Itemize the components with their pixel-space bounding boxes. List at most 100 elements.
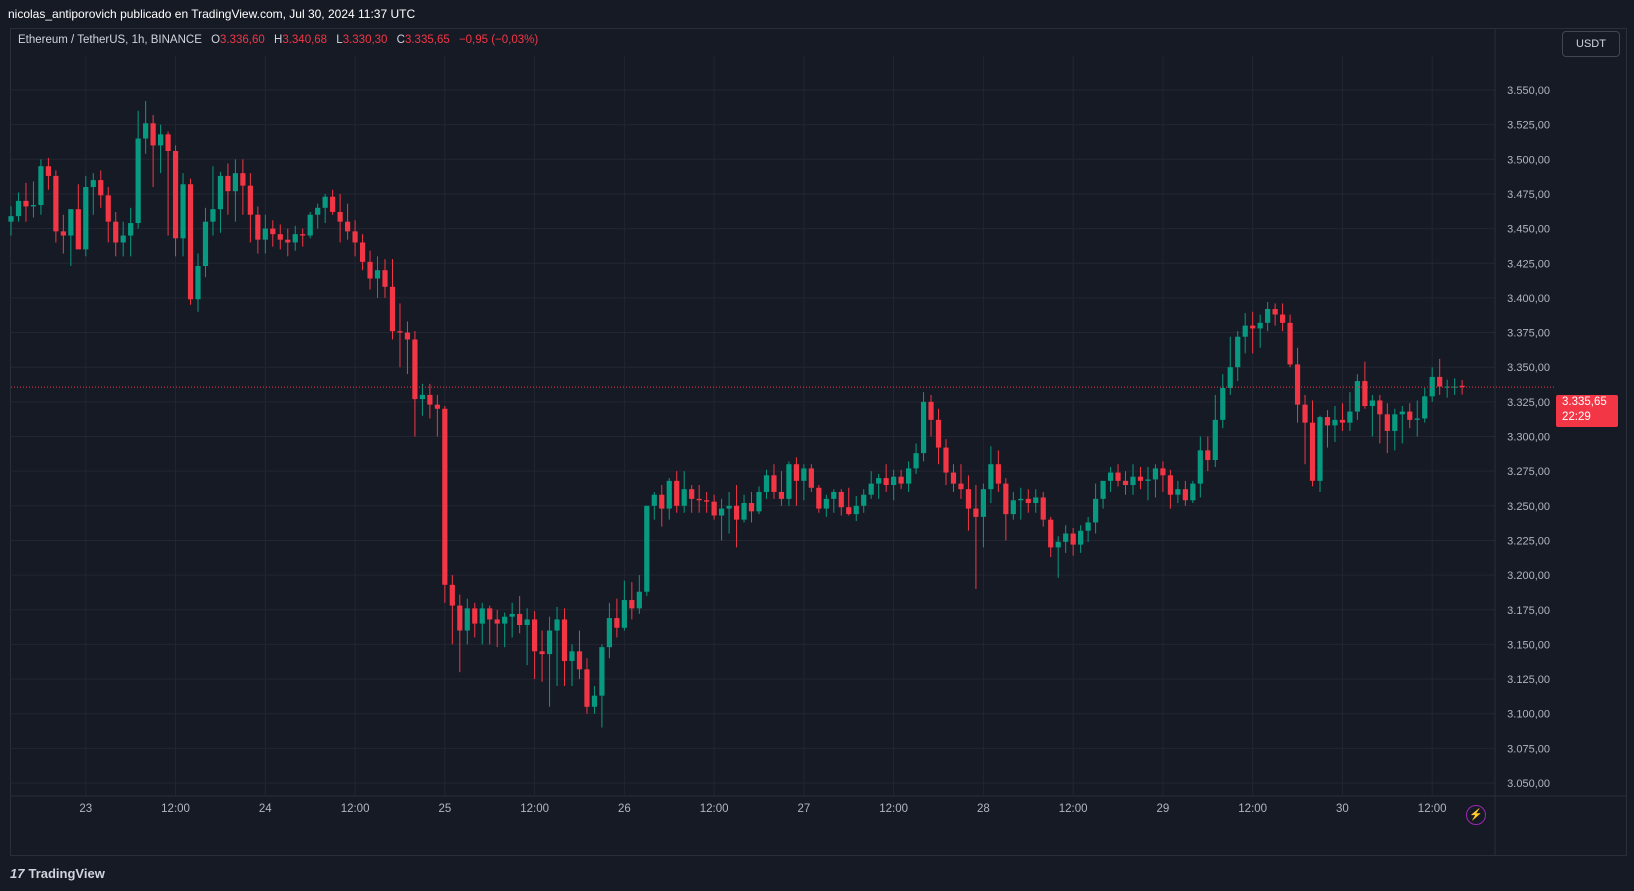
footer: 17 TradingView [0, 858, 1634, 891]
candle-body [1309, 422, 1316, 481]
y-tick-label: 3.225,00 [1507, 535, 1550, 547]
candle-body [965, 489, 972, 509]
candle [853, 496, 859, 522]
candle-body [1205, 450, 1211, 461]
candle-body [389, 286, 396, 332]
candle [180, 173, 186, 257]
high-label: H [274, 34, 283, 46]
candle [614, 598, 620, 638]
tradingview-logo[interactable]: 17 TradingView [10, 866, 105, 881]
candle-body [232, 173, 238, 192]
candle [778, 471, 785, 506]
candle [1100, 480, 1106, 509]
candle [823, 494, 829, 517]
candle [1018, 487, 1024, 520]
candle [1272, 303, 1278, 326]
candle-body [345, 221, 351, 232]
candle-body [352, 231, 358, 243]
candle [53, 170, 59, 243]
candle [8, 206, 14, 236]
candle-body [315, 207, 321, 215]
x-tick-label: 24 [259, 803, 272, 815]
currency-button[interactable]: USDT [1562, 31, 1620, 57]
candle [1444, 379, 1450, 398]
candle-body [801, 468, 807, 481]
candle [262, 214, 268, 254]
candle [1085, 516, 1091, 542]
high-value: 3.340,68 [282, 34, 328, 46]
candle [1347, 392, 1353, 431]
candle-body [1384, 414, 1390, 431]
x-tick-label: 23 [79, 803, 92, 815]
candle-body [1294, 364, 1301, 405]
candle [389, 259, 396, 340]
candle [1175, 480, 1181, 504]
y-tick-label: 3.350,00 [1507, 362, 1550, 374]
candle-body [853, 505, 859, 515]
candle [128, 207, 134, 257]
candle [322, 193, 328, 224]
candle [816, 485, 822, 513]
candle-body [404, 332, 411, 340]
candle-body [180, 184, 186, 239]
y-tick-label: 3.200,00 [1507, 570, 1550, 582]
candle [150, 114, 156, 188]
candle-body [1324, 417, 1331, 426]
candle [45, 157, 51, 190]
candle [397, 303, 403, 368]
candle-body [1272, 308, 1278, 315]
candle-body [524, 619, 530, 625]
candle [374, 256, 381, 298]
candle-body [449, 584, 455, 606]
candle [165, 131, 171, 236]
candle-body [1444, 386, 1450, 388]
candle-body [1122, 480, 1129, 486]
symbol-name[interactable]: Ethereum / TetherUS, 1h, BINANCE [18, 34, 202, 46]
publisher-line: nicolas_antiporovich publicado en Tradin… [8, 7, 416, 21]
candle [120, 221, 126, 257]
candle [1182, 480, 1188, 506]
candle-body [913, 453, 919, 469]
candle-body [359, 242, 366, 262]
candle [367, 250, 373, 290]
candle [928, 394, 934, 437]
candle [1317, 415, 1323, 492]
candle [68, 209, 74, 267]
candle [883, 464, 889, 492]
candle [801, 464, 807, 501]
candle [1362, 361, 1368, 409]
y-tick-label: 3.175,00 [1507, 605, 1550, 617]
candle [1250, 311, 1256, 354]
candle [651, 491, 657, 520]
candle [105, 187, 111, 243]
candle-body [1010, 500, 1016, 515]
candle [756, 486, 762, 515]
candle-body [689, 489, 695, 499]
candle-body [1048, 519, 1054, 548]
candle-body [906, 468, 912, 484]
candle [1257, 314, 1263, 348]
candle-body [509, 613, 515, 617]
grid-lines [11, 28, 1627, 856]
lightning-icon[interactable]: ⚡ [1466, 805, 1486, 825]
candle-body [1354, 381, 1360, 412]
candle [861, 489, 867, 513]
price-axis: 3.050,00 3.075,00 3.100,00 3.125,00 3.150,00… [1507, 85, 1550, 790]
candle-body [105, 195, 111, 222]
candle [891, 469, 897, 501]
candle-body [1317, 417, 1323, 481]
candle-body [958, 483, 964, 490]
candle-body [1459, 385, 1465, 388]
candle-body [1107, 472, 1114, 481]
candle [1399, 406, 1405, 444]
symbol-legend: Ethereum / TetherUS, 1h, BINANCE O3.336,… [18, 34, 538, 46]
y-tick-label: 3.100,00 [1507, 709, 1550, 721]
candle-body [330, 196, 336, 212]
x-tick-label: 12:00 [1238, 803, 1267, 815]
candle-body [1257, 322, 1263, 329]
candle [1309, 400, 1316, 487]
candle-body [434, 404, 440, 409]
candle [38, 159, 44, 215]
candle-body [30, 205, 37, 207]
